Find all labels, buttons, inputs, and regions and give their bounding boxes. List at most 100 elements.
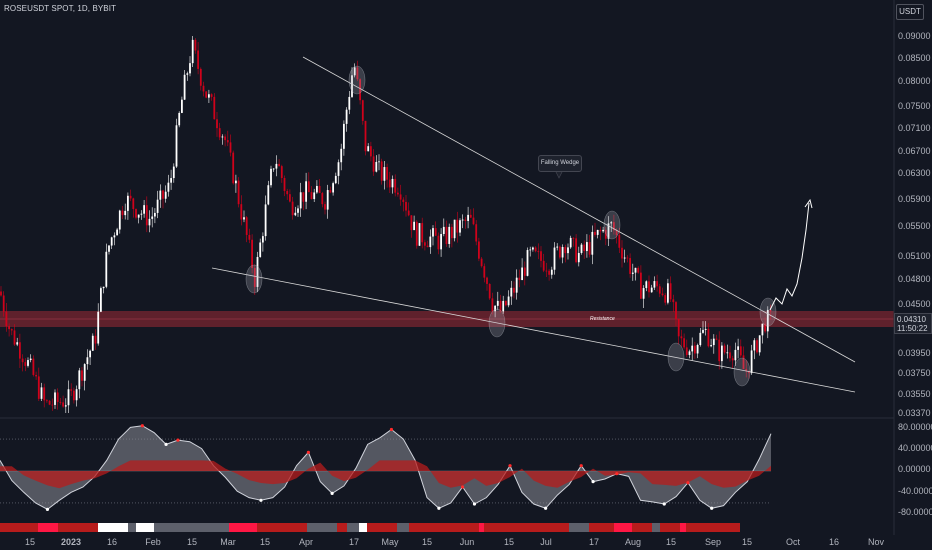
candle-body	[81, 370, 83, 381]
candle-body	[499, 300, 502, 312]
candle-body	[391, 178, 394, 188]
time-tick-label: Nov	[868, 537, 885, 547]
candle-body	[105, 251, 108, 287]
candle-body	[172, 166, 175, 179]
projection-arrowhead	[804, 198, 813, 209]
candle-body	[235, 180, 237, 184]
candle-body	[583, 244, 586, 252]
candle-body	[661, 293, 664, 296]
candle-body	[502, 300, 505, 312]
candle-body	[448, 226, 451, 244]
candle-body	[237, 180, 240, 205]
candle-body	[723, 345, 726, 353]
oscillator-tick-label: 80.00000	[898, 422, 932, 432]
candle-body	[642, 288, 645, 299]
oscillator-extreme-dot	[686, 481, 690, 485]
candle-body	[370, 146, 372, 157]
candle-body	[699, 332, 702, 346]
candle-body	[486, 277, 488, 284]
candle-body	[286, 190, 289, 195]
strip-segment	[257, 523, 307, 532]
candle-body	[653, 281, 656, 288]
oscillator-extreme-dot	[472, 502, 477, 506]
strip-segment	[367, 523, 397, 532]
candle-body	[688, 351, 691, 355]
candle-body	[629, 258, 631, 274]
strip-segment	[409, 523, 479, 532]
candle-body	[272, 168, 275, 170]
strip-segment	[652, 523, 660, 532]
candle-body	[267, 185, 270, 205]
candle-body	[378, 161, 380, 163]
time-tick-label: Oct	[786, 537, 801, 547]
price-tick-label: 0.06700	[898, 146, 931, 156]
candle-body	[750, 350, 753, 374]
time-tick-label: Jul	[540, 537, 552, 547]
strip-segment	[660, 523, 680, 532]
candle-body	[51, 404, 54, 406]
candle-body	[394, 178, 397, 193]
candle-body	[769, 309, 772, 312]
candle-body	[399, 194, 402, 200]
candle-body	[194, 39, 197, 51]
candle-body	[159, 190, 162, 200]
candle-body	[707, 328, 710, 347]
candle-body	[364, 120, 367, 152]
strip-segment	[484, 523, 569, 532]
price-tick-label: 0.03750	[898, 368, 931, 378]
last-price: 0.04310	[897, 315, 926, 324]
strip-segment	[397, 523, 409, 532]
candle-body	[24, 362, 27, 366]
candle-body	[637, 267, 640, 273]
oscillator-extreme-dot	[508, 464, 512, 468]
candle-body	[240, 204, 243, 220]
candle-body	[367, 146, 370, 152]
candle-body	[715, 338, 718, 340]
candle-body	[656, 281, 658, 287]
candle-body	[753, 340, 756, 351]
candle-body	[375, 161, 378, 172]
candle-body	[259, 242, 262, 257]
candle-body	[621, 247, 623, 259]
candle-body	[388, 179, 391, 188]
candle-body	[515, 277, 518, 293]
candle-body	[526, 250, 529, 276]
candle-body	[764, 323, 766, 332]
candle-body	[718, 339, 721, 362]
candle-body	[494, 305, 496, 312]
oscillator-extreme-dot	[437, 506, 441, 510]
candle-body	[332, 183, 334, 193]
candle-body	[189, 63, 191, 74]
oscillator-extreme-dot	[544, 506, 548, 510]
price-tick-label: 0.03950	[898, 348, 931, 358]
candle-body	[94, 335, 97, 344]
time-tick-label: 15	[25, 537, 35, 547]
candle-body	[118, 210, 121, 230]
candle-body	[232, 152, 235, 184]
strip-segment	[614, 523, 632, 532]
candle-body	[518, 277, 521, 281]
candle-body	[186, 73, 189, 75]
candle-body	[615, 230, 618, 236]
candle-body	[243, 217, 245, 220]
strip-segment	[58, 523, 98, 532]
candle-body	[424, 242, 426, 246]
candle-body	[5, 311, 8, 327]
currency-button[interactable]: USDT	[896, 4, 924, 20]
candle-body	[321, 193, 324, 205]
candle-body	[129, 195, 132, 199]
candle-body	[132, 198, 135, 210]
candle-body	[415, 221, 418, 246]
time-tick-label: 2023	[61, 537, 81, 547]
touch-marker	[667, 342, 685, 372]
time-tick-label: 15	[504, 537, 514, 547]
candle-body	[383, 167, 386, 181]
candle-body	[540, 251, 542, 261]
candle-body	[623, 257, 626, 259]
candle-body	[567, 247, 569, 254]
candle-body	[59, 401, 62, 403]
candle-body	[70, 389, 73, 391]
candle-body	[340, 148, 343, 163]
candle-body	[702, 329, 704, 333]
oscillator-extreme-dot	[591, 480, 595, 484]
